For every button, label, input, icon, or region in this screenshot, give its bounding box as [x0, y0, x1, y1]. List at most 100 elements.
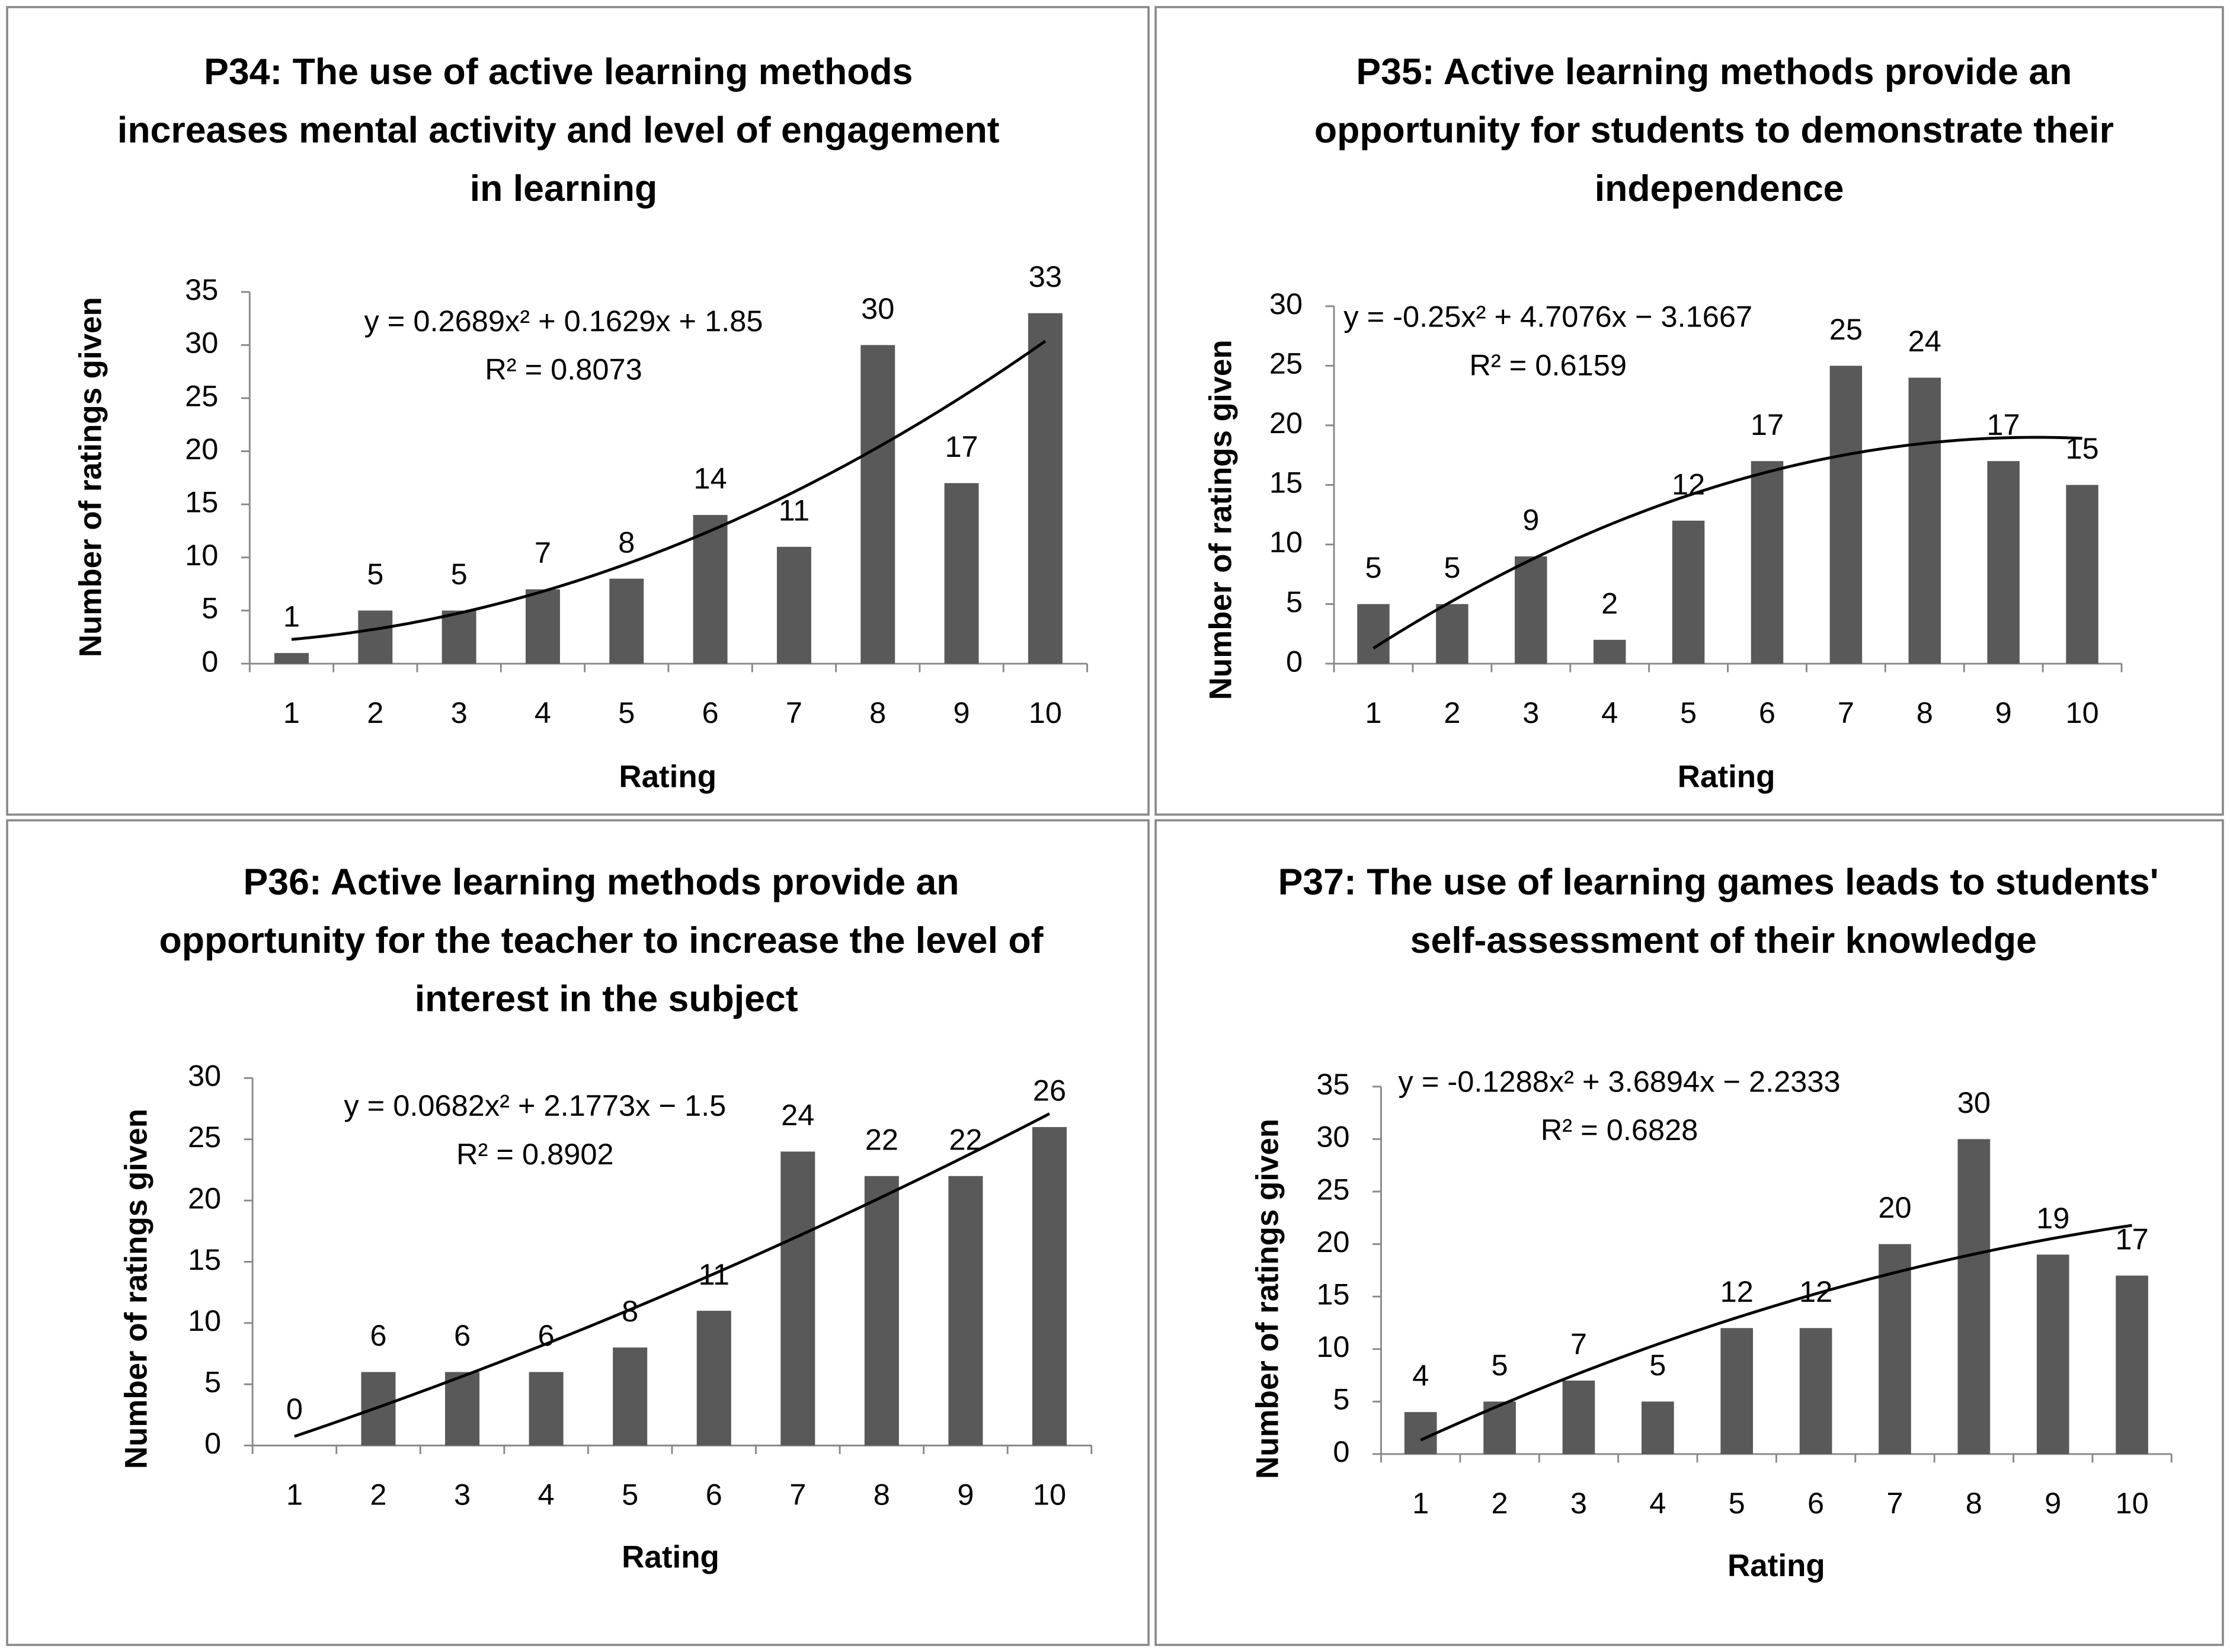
chart-panel: P35: Active learning methods provide an …: [1154, 6, 2224, 816]
x-axis-title: Rating: [619, 760, 716, 795]
value-label: 17: [1987, 408, 2020, 441]
x-tick-label: 2: [367, 696, 383, 729]
y-tick-label: 5: [1286, 585, 1303, 619]
bar: [693, 515, 728, 664]
y-tick-label: 35: [185, 273, 218, 306]
value-label: 6: [454, 1318, 471, 1352]
y-tick-label: 35: [1316, 1067, 1349, 1101]
y-axis-title: Number of ratings given: [1203, 340, 1238, 700]
bar: [1720, 1328, 1754, 1454]
bar: [860, 345, 895, 664]
value-label: 30: [861, 292, 894, 325]
value-label: 7: [535, 536, 551, 569]
x-tick-label: 3: [1570, 1486, 1587, 1520]
y-tick-label: 25: [1269, 347, 1303, 380]
y-axis-title: Number of ratings given: [1250, 1119, 1285, 1479]
y-tick-label: 15: [185, 485, 218, 519]
trendline-equation: y = -0.1288x² + 3.6894x − 2.2333: [1399, 1064, 1841, 1098]
value-label: 4: [1412, 1359, 1429, 1392]
bar: [274, 653, 309, 664]
trendline: [1420, 1224, 2132, 1442]
y-tick-label: 25: [185, 379, 218, 412]
value-label: 22: [865, 1122, 898, 1156]
y-tick-label: 30: [1269, 287, 1303, 321]
bar: [529, 1372, 564, 1446]
value-label: 33: [1029, 260, 1062, 293]
y-tick-label: 20: [1269, 406, 1303, 440]
x-tick-label: 4: [1601, 696, 1618, 729]
x-tick-label: 1: [1365, 696, 1381, 729]
bar: [2036, 1254, 2069, 1454]
value-label: 6: [370, 1318, 386, 1352]
chart-panel: P34: The use of active learning methods …: [6, 6, 1150, 816]
y-axis-title: Number of ratings given: [119, 1109, 153, 1469]
bar: [358, 610, 393, 664]
bar: [1515, 556, 1547, 664]
value-label: 17: [945, 430, 978, 463]
x-tick-label: 8: [1966, 1486, 1982, 1520]
trendline: [291, 340, 1047, 641]
bar: [1829, 366, 1863, 664]
x-tick-label: 10: [1029, 696, 1062, 729]
value-label: 24: [1908, 324, 1941, 358]
value-label: 5: [451, 557, 468, 591]
x-tick-label: 10: [2115, 1486, 2148, 1520]
value-label: 2: [1601, 586, 1618, 620]
bar: [441, 610, 476, 664]
y-tick-label: 0: [204, 1426, 221, 1460]
y-tick-label: 20: [1316, 1225, 1349, 1259]
bar: [1641, 1401, 1674, 1454]
bar: [776, 546, 811, 664]
x-tick-label: 6: [1807, 1486, 1824, 1520]
y-tick-label: 0: [1286, 644, 1303, 678]
x-tick-label: 3: [1522, 696, 1539, 729]
x-tick-label: 7: [1838, 696, 1854, 729]
y-tick-label: 30: [188, 1059, 221, 1093]
bar: [1908, 377, 1941, 664]
y-tick-label: 10: [185, 538, 218, 572]
x-tick-label: 2: [1492, 1486, 1508, 1520]
bar: [445, 1372, 480, 1446]
x-tick-label: 5: [1729, 1486, 1745, 1520]
panel-border: [1154, 6, 2224, 816]
value-label: 9: [1522, 503, 1539, 537]
bar: [1879, 1244, 1911, 1454]
x-tick-label: 10: [2065, 696, 2098, 729]
bar: [1357, 604, 1390, 664]
y-tick-label: 10: [188, 1304, 221, 1337]
chart-title: P35: Active learning methods provide an …: [1314, 51, 2124, 209]
bar: [525, 589, 560, 664]
x-tick-label: 7: [1886, 1486, 1903, 1520]
bar: [613, 1347, 648, 1446]
bar: [944, 483, 979, 664]
bar: [2116, 1275, 2148, 1454]
x-tick-label: 6: [1759, 696, 1775, 729]
y-tick-label: 15: [188, 1243, 221, 1276]
y-tick-label: 25: [1316, 1172, 1349, 1206]
bar: [948, 1176, 983, 1446]
x-tick-label: 4: [535, 696, 551, 729]
y-tick-label: 30: [185, 326, 218, 360]
bar: [1593, 639, 1626, 664]
x-tick-label: 2: [370, 1477, 386, 1511]
x-tick-label: 7: [786, 696, 802, 729]
value-label: 25: [1829, 312, 1863, 346]
r-squared: R² = 0.8073: [485, 353, 642, 386]
x-tick-label: 9: [2045, 1486, 2061, 1520]
value-label: 19: [2036, 1201, 2069, 1235]
value-label: 24: [781, 1098, 814, 1132]
value-label: 11: [779, 494, 810, 527]
x-tick-label: 5: [1680, 696, 1697, 729]
x-tick-label: 3: [451, 696, 468, 729]
x-tick-label: 4: [538, 1477, 555, 1511]
bar: [864, 1176, 899, 1446]
x-tick-label: 8: [874, 1477, 890, 1511]
x-tick-label: 6: [706, 1477, 722, 1511]
value-label: 5: [367, 557, 383, 591]
r-squared: R² = 0.6159: [1469, 348, 1627, 382]
value-label: 20: [1878, 1190, 1911, 1224]
value-label: 7: [1570, 1327, 1587, 1361]
panel-border: [6, 819, 1150, 1646]
y-tick-label: 5: [201, 591, 218, 625]
